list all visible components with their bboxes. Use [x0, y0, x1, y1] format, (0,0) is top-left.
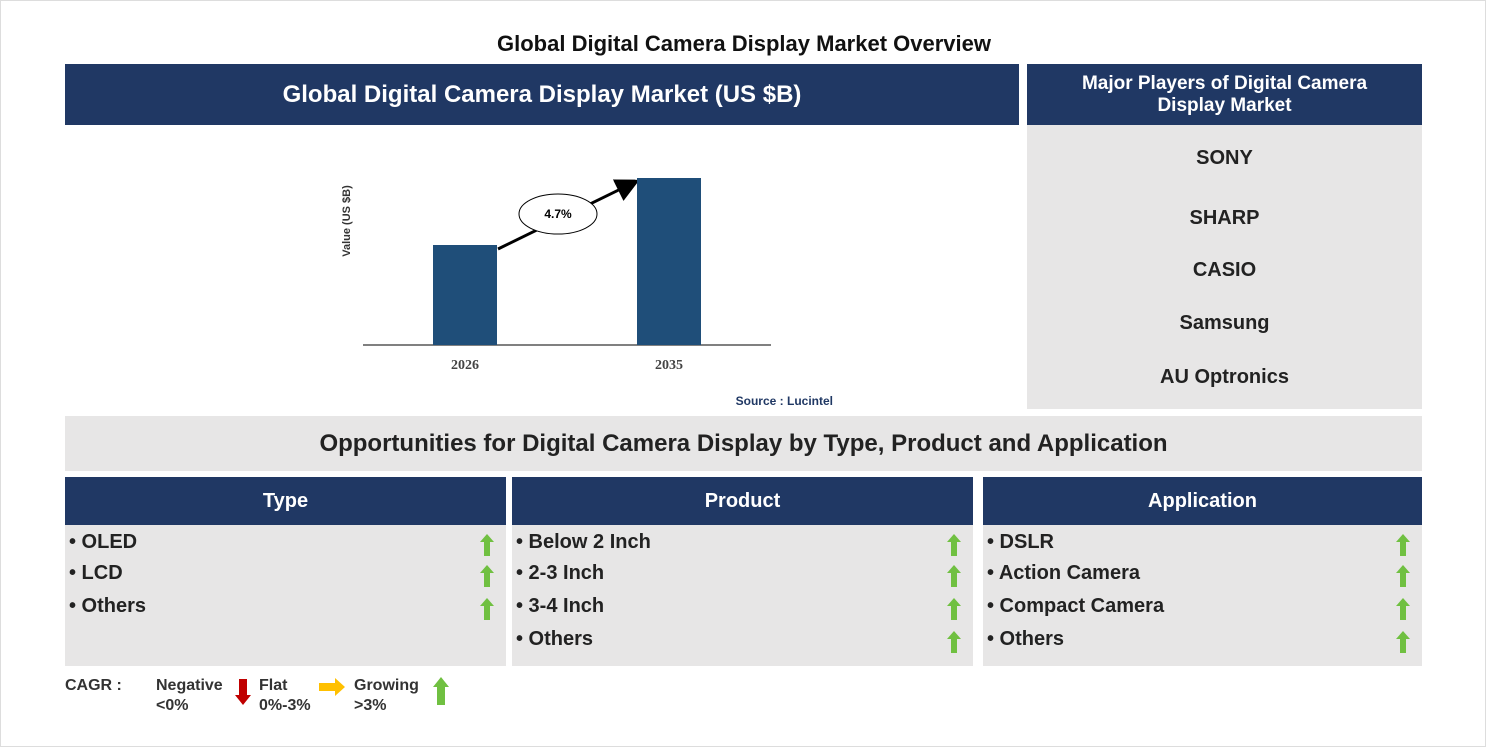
- up-arrow: [1396, 631, 1410, 653]
- legend-name: Flat: [259, 677, 288, 694]
- legend-name: Negative: [156, 677, 223, 694]
- segment-item: • Others: [516, 628, 594, 650]
- bar: [433, 245, 497, 345]
- player-name: SONY: [1196, 147, 1253, 169]
- legend-label: CAGR :: [65, 677, 122, 694]
- players-header: Major Players of Digital Camera Display …: [1027, 64, 1422, 125]
- source: Source : Lucintel: [736, 394, 833, 408]
- segment-item: • Below 2 Inch: [516, 531, 651, 553]
- cagr-ellipse: [518, 193, 598, 235]
- segment-item: • Others: [987, 628, 1065, 650]
- players-panel: SONY SHARP CASIO Samsung AU Optronics: [1027, 125, 1422, 409]
- up-arrow: [433, 677, 449, 705]
- segment-item: • LCD: [69, 562, 123, 584]
- segment-item: • Others: [69, 595, 147, 617]
- chart-header: Global Digital Camera Display Market (US…: [65, 64, 1019, 125]
- segment-item: • 2-3 Inch: [516, 562, 605, 584]
- up-arrow: [1396, 598, 1410, 620]
- column-header: Application: [983, 477, 1422, 525]
- player-name: Samsung: [1179, 312, 1270, 334]
- up-arrow: [947, 534, 961, 556]
- segment-item: • Compact Camera: [987, 595, 1165, 617]
- right-arrow: [319, 678, 345, 696]
- y-axis-label: Value (US $B): [341, 185, 353, 257]
- x-tick-label: 2035: [655, 358, 683, 373]
- up-arrow: [1396, 534, 1410, 556]
- segment-item: • OLED: [69, 531, 138, 553]
- up-arrow: [947, 565, 961, 587]
- player-name: CASIO: [1192, 259, 1257, 281]
- column-header: Product: [512, 477, 973, 525]
- column-body: • OLED • LCD • Others: [65, 525, 506, 666]
- player-name: AU Optronics: [1160, 366, 1289, 388]
- legend-range: 0%-3%: [259, 697, 311, 714]
- legend-range: <0%: [156, 697, 189, 714]
- x-tick-label: 2026: [451, 358, 479, 373]
- up-arrow: [480, 565, 494, 587]
- page-title: Global Digital Camera Display Market Ove…: [497, 31, 991, 56]
- player-name: SHARP: [1189, 207, 1260, 229]
- up-arrow: [947, 631, 961, 653]
- up-arrow: [480, 534, 494, 556]
- up-arrow: [1396, 565, 1410, 587]
- legend-name: Growing: [354, 677, 419, 694]
- cagr-label: 4.7%: [544, 207, 572, 221]
- segment-item: • DSLR: [987, 531, 1055, 553]
- segment-item: • Action Camera: [987, 562, 1140, 584]
- up-arrow: [480, 598, 494, 620]
- chart: Value (US $B) 4.7% Source : Lucintel 202…: [341, 178, 833, 408]
- down-arrow: [235, 679, 251, 705]
- column-header: Type: [65, 477, 506, 525]
- segment-item: • 3-4 Inch: [516, 595, 605, 617]
- opportunities-title: Opportunities for Digital Camera Display…: [65, 416, 1422, 471]
- up-arrow: [947, 598, 961, 620]
- legend-icons: [235, 677, 449, 705]
- legend-range: >3%: [354, 697, 387, 714]
- bar: [637, 178, 701, 345]
- column-body: • DSLR • Action Camera • Compact Camera • O…: [983, 525, 1422, 666]
- column-body: • Below 2 Inch • 2-3 Inch • 3-4 Inch • Othe…: [512, 525, 973, 666]
